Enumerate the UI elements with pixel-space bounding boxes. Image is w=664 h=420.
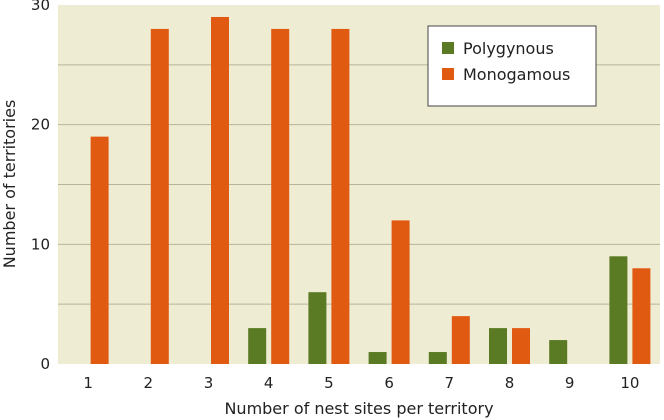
bar-monogamous-5: [331, 28, 350, 365]
y-tick-label: 20: [31, 116, 50, 134]
legend-box: [427, 25, 597, 107]
bar-monogamous-6: [391, 220, 410, 364]
bar-polygynous-9: [549, 340, 568, 364]
y-tick-labels: 0 10 20 30: [31, 0, 50, 373]
y-tick-label: 10: [31, 235, 50, 253]
x-tick-label: 7: [445, 374, 455, 392]
x-tick-label: 1: [83, 374, 93, 392]
x-tick-label: 8: [505, 374, 515, 392]
x-tick-label: 2: [144, 374, 154, 392]
x-tick-label: 5: [324, 374, 334, 392]
legend: Polygynous Monogamous: [427, 25, 597, 107]
bar-polygynous-5: [308, 292, 327, 364]
x-tick-label: 3: [204, 374, 214, 392]
bar-polygynous-8: [489, 328, 507, 364]
y-tick-label: 30: [31, 0, 50, 14]
x-tick-label: 10: [620, 374, 639, 392]
bar-monogamous-2: [150, 28, 169, 365]
legend-label-monogamous: Monogamous: [463, 65, 570, 84]
x-tick-labels: 1 2 3 4 5 6 7 8 9 10: [83, 374, 639, 392]
y-axis-title: Number of territories: [0, 100, 19, 269]
bars: [90, 16, 651, 365]
bar-monogamous-3: [211, 16, 229, 364]
x-tick-label: 9: [565, 374, 575, 392]
legend-swatch-monogamous: [442, 68, 454, 80]
bar-polygynous-6: [368, 352, 387, 364]
x-tick-label: 4: [264, 374, 274, 392]
legend-swatch-polygynous: [442, 42, 454, 54]
x-tick-label: 6: [384, 374, 394, 392]
bar-polygynous-4: [248, 328, 267, 364]
bar-monogamous-10: [632, 268, 651, 364]
legend-label-polygynous: Polygynous: [463, 39, 554, 58]
y-tick-label: 0: [40, 355, 50, 373]
bar-monogamous-4: [271, 28, 290, 365]
bar-polygynous-10: [609, 256, 628, 364]
x-axis-title: Number of nest sites per territory: [224, 399, 493, 418]
bar-monogamous-7: [451, 316, 470, 364]
bar-monogamous-8: [512, 328, 530, 364]
bar-monogamous-1: [90, 136, 109, 364]
bar-polygynous-7: [428, 352, 447, 364]
